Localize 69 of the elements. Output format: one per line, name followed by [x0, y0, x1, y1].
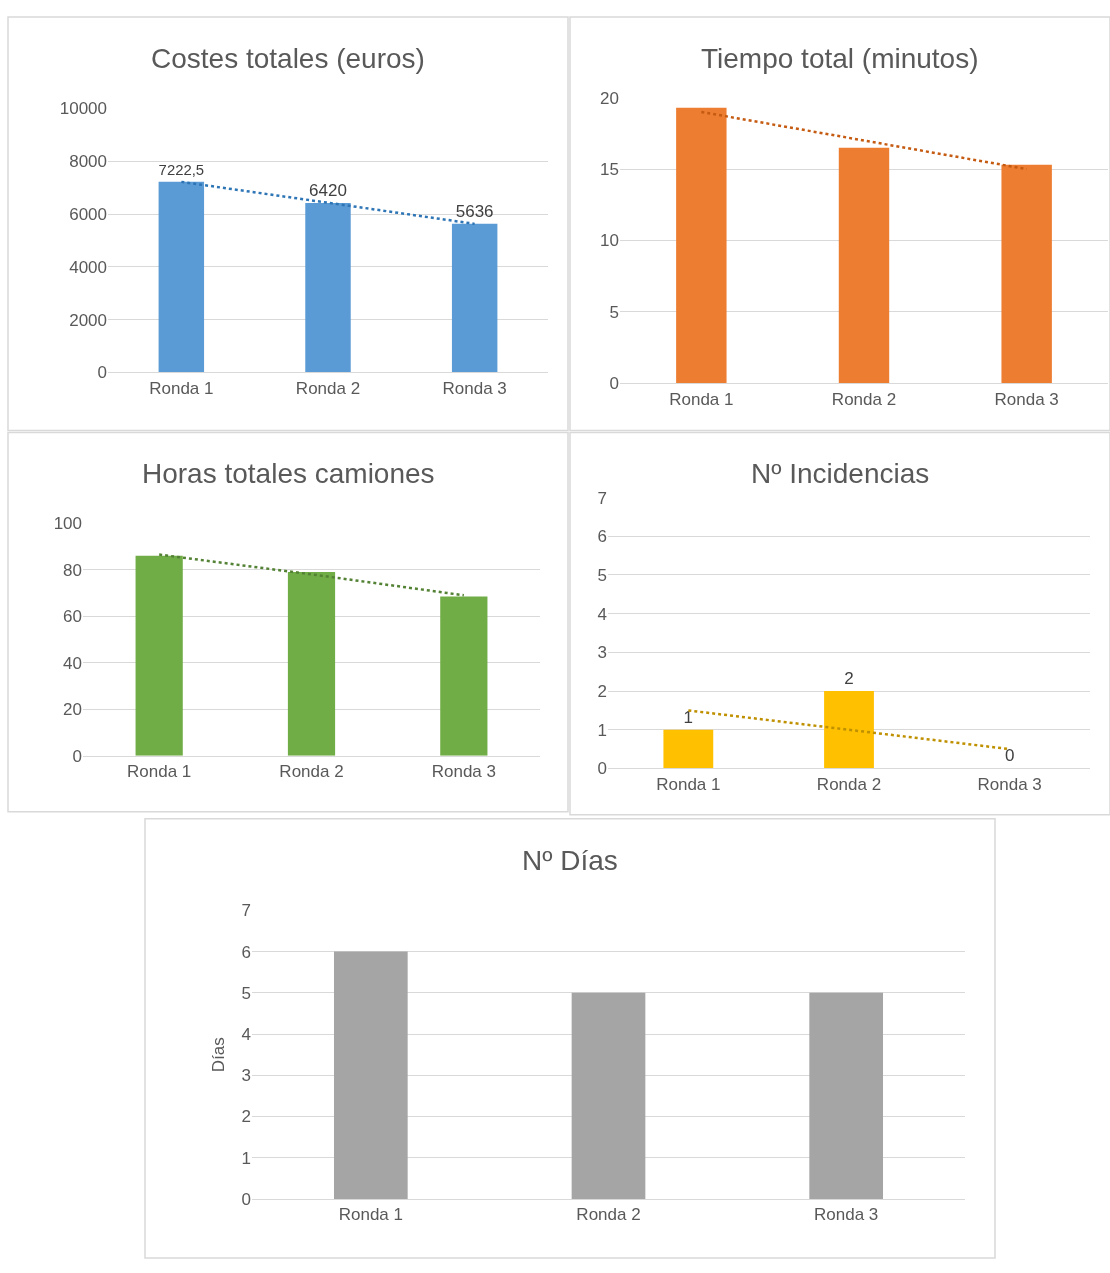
- data-label: 5636: [455, 201, 494, 221]
- y-axis-title: Días: [209, 1037, 229, 1073]
- bar: [440, 596, 488, 756]
- x-tick-label: Ronda 3: [977, 774, 1042, 794]
- chart-title: Nº Incidencias: [751, 458, 930, 489]
- y-tick-label: 20: [600, 88, 619, 108]
- x-tick-label: Ronda 2: [816, 774, 882, 794]
- y-tick-label: 6: [241, 942, 251, 962]
- data-label: 6420: [309, 181, 347, 200]
- x-tick-label: Ronda 2: [576, 1205, 641, 1225]
- bar: [676, 107, 727, 384]
- y-tick-label: 100: [53, 514, 82, 534]
- y-tick-label: 0: [609, 374, 619, 394]
- data-label: 1: [683, 707, 694, 727]
- x-tick-label: Ronda 1: [149, 378, 214, 398]
- y-tick-label: 1: [597, 720, 607, 740]
- y-tick-label: 10000: [59, 99, 107, 119]
- chart-title: Nº Días: [522, 845, 618, 876]
- x-tick-label: Ronda 2: [279, 762, 344, 782]
- y-tick-label: 4000: [69, 257, 107, 277]
- y-tick-label: 3: [241, 1066, 251, 1086]
- y-tick-label: 15: [600, 160, 619, 180]
- y-tick-label: 4: [597, 604, 607, 624]
- chart-title: Tiempo total (minutos): [701, 43, 979, 74]
- y-tick-label: 7: [241, 901, 251, 921]
- y-tick-label: 2: [597, 682, 607, 702]
- x-tick-label: Ronda 2: [831, 389, 897, 409]
- y-tick-label: 7: [597, 488, 607, 508]
- x-tick-label: Ronda 1: [338, 1205, 403, 1225]
- x-tick-label: Ronda 1: [669, 389, 734, 409]
- bar: [158, 181, 205, 373]
- y-tick-label: 2: [241, 1107, 251, 1127]
- y-tick-label: 6000: [69, 205, 107, 225]
- y-tick-label: 5: [597, 565, 607, 585]
- x-tick-label: Ronda 2: [295, 378, 361, 398]
- y-tick-label: 0: [597, 759, 607, 779]
- x-tick-label: Ronda 3: [814, 1205, 879, 1225]
- y-tick-label: 3: [597, 643, 607, 663]
- x-tick-label: Ronda 3: [994, 389, 1059, 409]
- y-tick-label: 0: [97, 363, 107, 383]
- x-tick-label: Ronda 1: [127, 762, 192, 782]
- bar: [1001, 164, 1052, 384]
- x-tick-label: Ronda 3: [431, 762, 496, 782]
- y-tick-label: 5: [241, 983, 251, 1003]
- y-tick-label: 5: [609, 302, 619, 322]
- y-tick-label: 6: [597, 527, 607, 547]
- data-label: 7222,5: [158, 162, 205, 179]
- bar: [135, 555, 183, 756]
- chart-title: Horas totales camiones: [142, 458, 435, 489]
- x-tick-label: Ronda 1: [656, 774, 721, 794]
- y-tick-label: 1: [241, 1148, 251, 1168]
- bar: [451, 223, 498, 373]
- y-tick-label: 40: [63, 653, 82, 673]
- y-tick-label: 80: [63, 560, 82, 580]
- y-tick-label: 4: [241, 1024, 251, 1044]
- y-tick-label: 2000: [69, 310, 107, 330]
- x-tick-label: Ronda 3: [442, 378, 507, 398]
- data-label: 0: [1004, 746, 1015, 766]
- bar: [838, 147, 890, 384]
- bar: [305, 203, 351, 373]
- y-tick-label: 0: [241, 1189, 251, 1209]
- y-tick-label: 20: [63, 700, 82, 720]
- y-tick-label: 60: [63, 607, 82, 627]
- y-tick-label: 0: [72, 746, 82, 766]
- chart-title: Costes totales (euros): [151, 43, 425, 74]
- y-tick-label: 8000: [69, 152, 107, 172]
- y-tick-label: 10: [600, 231, 619, 251]
- bar: [287, 572, 336, 756]
- data-label: 2: [844, 669, 854, 689]
